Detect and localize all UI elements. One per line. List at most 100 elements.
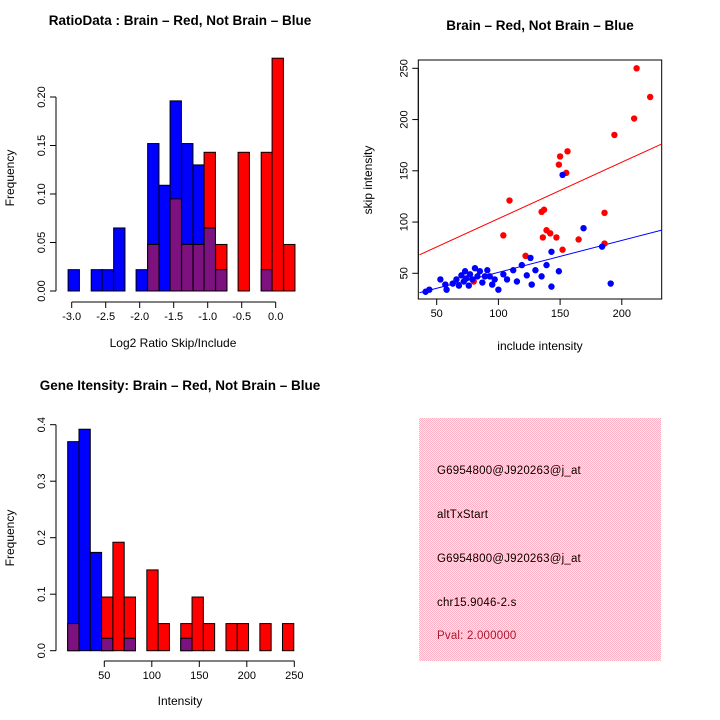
event-type-text: altTxStart (437, 509, 489, 521)
scatter-point (500, 271, 507, 278)
x-tick-label: -1.5 (164, 311, 183, 323)
scatter-point (455, 282, 463, 289)
x-tick-label: -2.0 (130, 311, 149, 323)
scatter-point (491, 276, 498, 283)
scatter-point (466, 271, 474, 278)
scatter-point (601, 209, 608, 217)
gene-info-box: G6954800@J920263@j_at altTxStart G695480… (419, 418, 661, 661)
y-tick-label: 0.05 (36, 232, 48, 253)
scatter-point (555, 268, 563, 275)
chart-title: Brain – Red, Not Brain – Blue (446, 18, 634, 33)
y-axis-label: skip intensity (361, 146, 375, 215)
chart-title: Gene Itensity: Brain – Red, Not Brain – … (40, 378, 321, 393)
scatter-point (437, 276, 444, 283)
scatter-point (564, 148, 571, 155)
histogram-overlap-bar (147, 243, 160, 292)
scatter-point (559, 171, 566, 179)
scatter-point (500, 232, 507, 239)
histogram-bar (67, 441, 80, 652)
scatter-point (553, 234, 560, 241)
histogram-bar (202, 623, 216, 652)
scatter-point (449, 280, 456, 287)
scatter-point (469, 276, 476, 283)
histogram-bar (259, 623, 272, 652)
x-axis: -3.0 -2.5 -2.0 -1.5 -1.0 -0.5 0.0 (62, 301, 283, 323)
x-axis: 50 100 150 200 (431, 298, 631, 320)
scatter-point (518, 261, 526, 269)
gene-intensity-histogram-chart: 50 100 150 200 250 0.0 0.1 0.2 0.3 0.4 Gene Itensi… (3, 378, 321, 708)
y-axis-label: Frequency (3, 150, 17, 207)
scatter-point (548, 283, 555, 290)
histogram-overlap-bar (181, 243, 194, 292)
histogram-bar (101, 269, 114, 292)
panel-gene-info: G6954800@J920263@j_at altTxStart G695480… (360, 360, 720, 720)
ratio-histogram-chart: -3.0 -2.5 -2.0 -1.5 -1.0 -0.5 0.00.000.050.100… (3, 13, 312, 350)
scatter-point (523, 272, 530, 279)
y-tick-label: 100 (398, 213, 410, 231)
x-axis-label: include intensity (497, 339, 582, 353)
y-tick-label: 250 (398, 59, 410, 77)
histogram-bar (113, 227, 126, 292)
histogram-overlap-bar (215, 269, 228, 292)
histogram-bar (67, 269, 80, 292)
scatter-point (532, 267, 539, 274)
scatter-point (611, 131, 618, 139)
y-tick-label: 200 (398, 110, 410, 128)
scatter-point (486, 273, 493, 280)
x-tick-label: 100 (143, 670, 161, 682)
histogram-overlap-bar (192, 243, 206, 292)
histogram-bar (112, 541, 125, 652)
histogram-overlap-bar (101, 637, 114, 652)
y-tick-label: 0.0 (36, 643, 48, 658)
scatter-point (630, 115, 638, 122)
x-tick-label: 0.0 (268, 311, 283, 323)
scatter-point (510, 267, 517, 274)
x-tick-label: 200 (238, 670, 256, 682)
scatter-point (559, 246, 566, 253)
x-tick-label: -1.0 (198, 311, 217, 323)
x-tick-label: 50 (431, 308, 443, 320)
scatter-point (481, 273, 489, 280)
scatter-point (442, 281, 449, 288)
histogram-bars (67, 57, 296, 292)
x-tick-label: -0.5 (232, 311, 251, 323)
scatter-point (540, 206, 548, 213)
scatter-point (503, 276, 511, 283)
y-axis: 50 100 150 200 250 (398, 59, 419, 279)
probe-id-repeat-text: G6954800@J920263@j_at (437, 553, 581, 565)
scatter-point (598, 243, 606, 250)
not-brain-fit-line (419, 229, 662, 294)
y-tick-label: 0.1 (36, 587, 48, 602)
x-tick-label: 150 (190, 670, 208, 682)
scatter-points-blue (422, 171, 614, 295)
scatter-point (543, 261, 550, 269)
histogram-bar (157, 623, 170, 652)
histogram-overlap-bar (180, 637, 193, 652)
scatter-point (479, 279, 486, 286)
x-tick-label: 50 (98, 670, 110, 682)
scatter-point (506, 197, 513, 204)
scatter-point (489, 281, 496, 288)
x-tick-label: 250 (285, 670, 303, 682)
histogram-overlap-bar (67, 623, 80, 652)
x-tick-label: -2.5 (96, 311, 115, 323)
scatter-point (476, 268, 484, 275)
scatter-point (548, 248, 555, 255)
scatter-point (555, 161, 563, 168)
histogram-bar (158, 184, 172, 292)
pval-text: Pval: 2.000000 (437, 630, 517, 642)
y-tick-label: 0.15 (36, 135, 48, 156)
histogram-bar (237, 151, 250, 292)
scatter-point (538, 273, 545, 280)
probe-id-text: G6954800@J920263@j_at (437, 465, 581, 477)
intensity-scatter-chart: 50 100 150 200 50 100 150 200 250 Brain – Red, No… (361, 18, 663, 353)
y-axis: 0.0 0.1 0.2 0.3 0.4 (36, 417, 57, 658)
y-tick-label: 0.4 (36, 417, 48, 432)
y-tick-label: 150 (398, 162, 410, 180)
x-axis-label: Intensity (158, 694, 203, 708)
histogram-overlap-bar (169, 198, 182, 292)
scatter-point (646, 93, 654, 101)
histogram-bar (281, 623, 295, 652)
plot-box (417, 59, 663, 300)
scatter-point (522, 252, 529, 260)
